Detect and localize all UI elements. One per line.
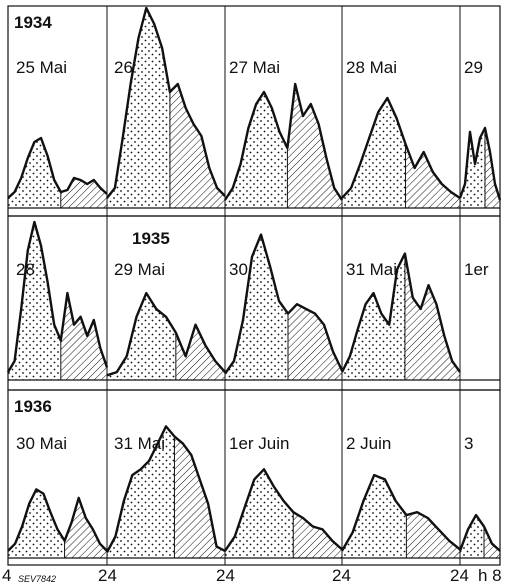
area-dotted: [8, 138, 61, 208]
area-hatched: [60, 293, 107, 380]
day-label: 1er: [464, 260, 489, 279]
day-label: 28: [16, 260, 35, 279]
load-curve-line: [458, 126, 502, 201]
day-label: 30 Mai: [16, 434, 67, 453]
area-hatched: [174, 436, 225, 558]
load-curve-line: [223, 82, 344, 201]
panel-1936: 1936 30 Mai 31 Mai 1er Juin 2 Juin 3: [7, 389, 501, 566]
area-dotted: [225, 234, 288, 380]
area-dotted: [107, 293, 176, 380]
load-curve-line: [224, 468, 343, 552]
day-label: 27 Mai: [229, 58, 280, 77]
area-dotted: [8, 222, 61, 380]
area-hatched: [175, 324, 225, 380]
x-tick-label: h 8: [478, 566, 502, 585]
area-dotted: [8, 489, 65, 558]
day-label: 31 Mai: [346, 260, 397, 279]
year-label: 1936: [14, 397, 52, 416]
area-dotted: [342, 98, 406, 208]
load-curve-line: [340, 252, 461, 373]
area-dotted: [342, 475, 407, 558]
area-hatched: [169, 84, 225, 208]
area-hatched: [287, 84, 342, 208]
panel-frame: [7, 389, 501, 566]
area-hatched: [405, 144, 460, 208]
day-label: 28 Mai: [346, 58, 397, 77]
area-dotted: [342, 253, 405, 380]
x-tick-label: 24: [98, 566, 117, 585]
area-dotted: [225, 92, 288, 208]
area-hatched: [293, 512, 342, 558]
area-dotted: [460, 128, 485, 208]
day-label: 1er Juin: [229, 434, 289, 453]
year-label: 1934: [14, 13, 52, 32]
figure-code: SEV7842: [18, 574, 56, 584]
day-label: 29 Mai: [114, 260, 165, 279]
load-curve-line: [224, 233, 344, 375]
day-label: 31 Mai: [114, 434, 165, 453]
year-label: 1935: [132, 229, 170, 248]
x-tick-label: 4: [2, 566, 11, 585]
area-dotted: [107, 426, 175, 558]
x-tick-label: 24: [216, 566, 235, 585]
area-hatched: [484, 526, 500, 558]
panel-1935: 1935 28 29 Mai 30 31 Mai 1er: [6, 215, 501, 391]
load-curve-line: [340, 473, 461, 552]
panel-1934: 1934 25 Mai 26 27 Mai 28 Mai 29: [7, 5, 502, 217]
load-curve-line: [105, 425, 226, 553]
area-hatched: [60, 178, 107, 208]
area-hatched: [406, 512, 460, 558]
area-hatched: [288, 304, 342, 380]
area-hatched: [64, 497, 107, 558]
area-hatched: [404, 253, 460, 380]
load-curve-line: [341, 96, 461, 200]
day-label: 26: [114, 58, 133, 77]
day-label: 25 Mai: [16, 58, 67, 77]
day-label: 29: [464, 58, 483, 77]
load-curve-line: [106, 291, 226, 377]
load-curve-line: [6, 220, 109, 373]
x-tick-label: 24: [332, 566, 351, 585]
load-curve-line: [458, 513, 501, 552]
day-label: 2 Juin: [346, 434, 391, 453]
load-curve-line: [106, 6, 226, 199]
day-label: 30: [229, 260, 248, 279]
area-dotted: [225, 469, 294, 558]
x-tick-label: 24: [450, 566, 469, 585]
load-curve-line: [7, 488, 108, 552]
load-curve-line: [7, 136, 108, 199]
area-dotted: [460, 515, 484, 558]
day-label: 3: [464, 434, 473, 453]
area-dotted: [107, 8, 170, 208]
